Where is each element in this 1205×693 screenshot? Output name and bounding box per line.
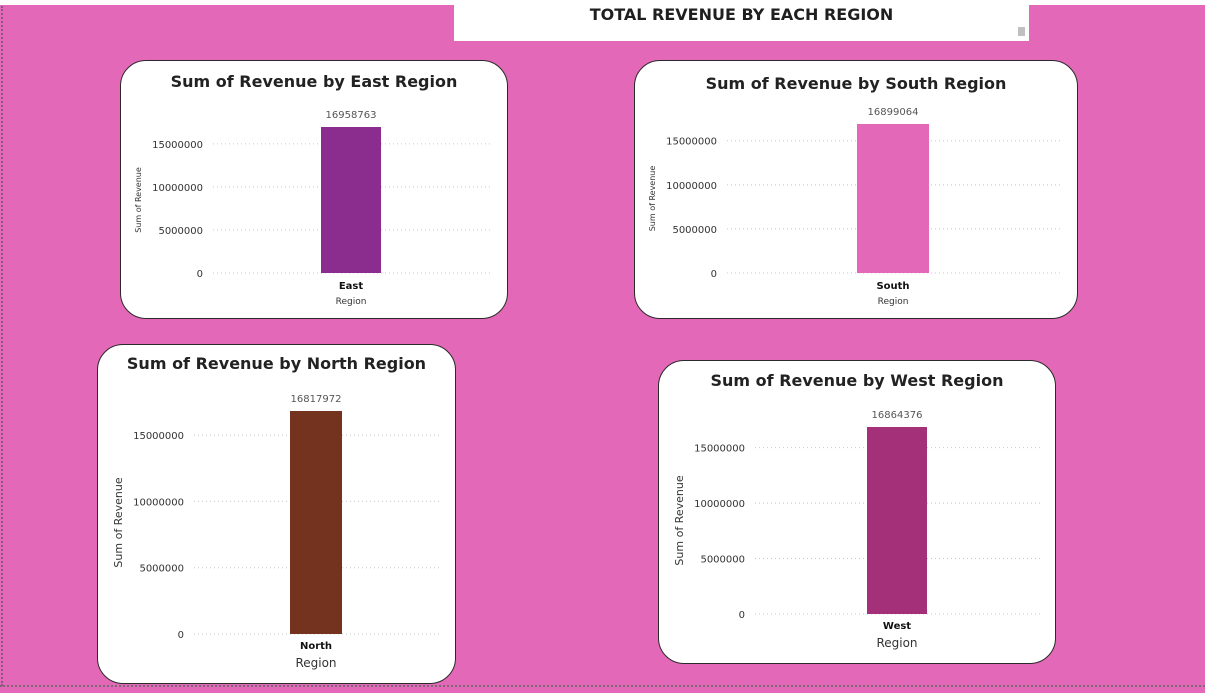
chart-title: Sum of Revenue by West Region (711, 371, 1004, 390)
y-tick-label: 5000000 (158, 226, 203, 237)
y-tick-label: 10000000 (694, 499, 745, 510)
y-tick-label: 0 (178, 630, 184, 641)
y-tick-label: 10000000 (666, 181, 717, 192)
report-title-box[interactable]: TOTAL REVENUE BY EACH REGION (454, 0, 1029, 41)
x-axis-title: Region (878, 297, 909, 307)
y-tick-label: 15000000 (133, 431, 184, 442)
chart-title: Sum of Revenue by East Region (171, 72, 458, 91)
y-tick-label: 15000000 (694, 444, 745, 455)
canvas-border-left (1, 6, 3, 686)
chart-south: Sum of Revenue by South Region 0 5000000 10… (648, 74, 1063, 307)
category-label: North (300, 641, 332, 652)
chart-card-east[interactable]: Sum of Revenue by East Region 0 5000000 100… (120, 60, 508, 319)
y-tick-label: 15000000 (152, 140, 203, 151)
resize-handle-icon[interactable] (1018, 27, 1025, 36)
category-label: East (339, 281, 364, 292)
bar-east (321, 127, 381, 273)
chart-card-north[interactable]: Sum of Revenue by North Region 0 5000000 10… (97, 344, 456, 684)
x-axis-title: Region (336, 297, 367, 307)
data-label: 16899064 (868, 107, 919, 118)
data-label: 16817972 (291, 394, 342, 405)
chart-card-west[interactable]: Sum of Revenue by West Region 0 5000000 100… (658, 360, 1056, 664)
bar-north (290, 411, 342, 634)
y-tick-label: 5000000 (700, 555, 745, 566)
y-tick-label: 15000000 (666, 137, 717, 148)
y-axis-title: Sum of Revenue (112, 477, 125, 567)
chart-west: Sum of Revenue by West Region 0 5000000 100… (673, 371, 1041, 650)
chart-title: Sum of Revenue by South Region (706, 74, 1007, 93)
chart-title: Sum of Revenue by North Region (127, 354, 426, 373)
bar-west (867, 427, 927, 614)
x-axis-title: Region (876, 636, 917, 650)
bar-south (857, 124, 929, 273)
y-tick-label: 10000000 (133, 497, 184, 508)
y-axis-title: Sum of Revenue (648, 166, 657, 232)
data-label: 16958763 (326, 110, 377, 121)
chart-east: Sum of Revenue by East Region 0 5000000 100… (134, 72, 493, 307)
chart-north: Sum of Revenue by North Region 0 5000000 10… (112, 354, 440, 670)
y-tick-label: 0 (739, 610, 745, 621)
y-tick-label: 5000000 (672, 225, 717, 236)
y-tick-label: 10000000 (152, 183, 203, 194)
x-axis-title: Region (295, 656, 336, 670)
y-tick-label: 5000000 (139, 564, 184, 575)
data-label: 16864376 (872, 410, 923, 421)
y-tick-label: 0 (197, 269, 203, 280)
y-axis-title: Sum of Revenue (134, 167, 143, 233)
category-label: West (883, 621, 911, 632)
report-title: TOTAL REVENUE BY EACH REGION (589, 5, 894, 24)
category-label: South (876, 281, 909, 292)
canvas-border-bottom (0, 685, 1205, 687)
chart-card-south[interactable]: Sum of Revenue by South Region 0 5000000 10… (634, 60, 1078, 319)
y-axis-title: Sum of Revenue (673, 475, 686, 565)
y-tick-label: 0 (711, 269, 717, 280)
